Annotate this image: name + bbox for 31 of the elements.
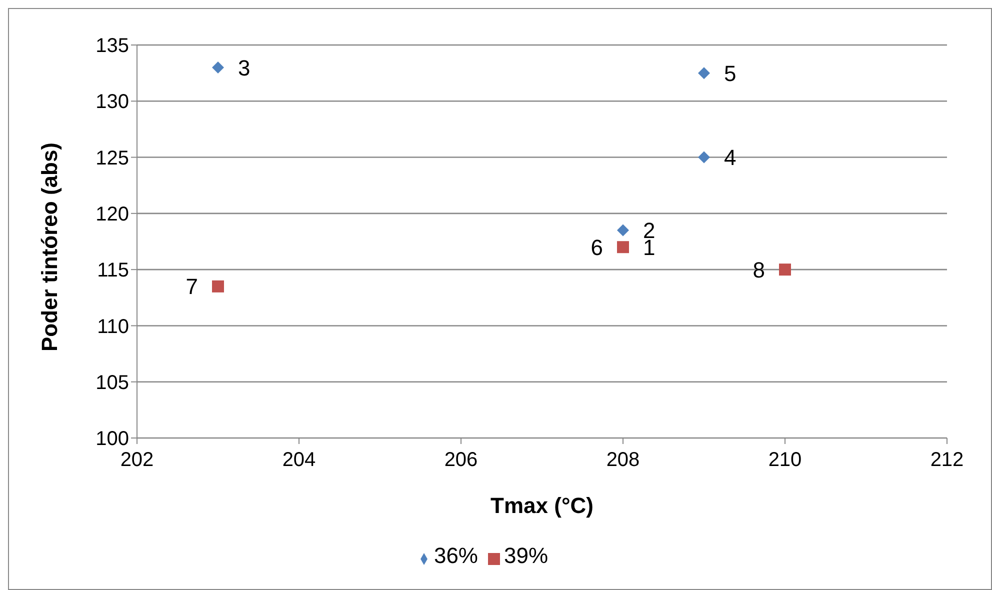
point — [698, 67, 710, 80]
annotation: 6 — [590, 234, 603, 260]
point — [212, 280, 224, 292]
x-tick-label: 206 — [444, 449, 478, 472]
y-tick-label: 115 — [97, 260, 129, 282]
y-tick-label: 100 — [96, 428, 129, 450]
y-tick-label: 120 — [96, 204, 129, 226]
legend-label: 36% — [434, 543, 478, 568]
annotation: 5 — [724, 60, 736, 86]
annotation: 3 — [238, 55, 250, 80]
point — [698, 151, 710, 164]
annotation: 8 — [752, 257, 765, 282]
point — [212, 61, 224, 74]
x-tick-label: 208 — [606, 449, 640, 472]
annotation: 4 — [724, 145, 736, 170]
x-tick-label: 202 — [120, 449, 154, 472]
y-tick-label: 130 — [96, 91, 129, 114]
y-tick-label: 125 — [96, 147, 129, 170]
y-axis-title: Poder tintóreo (abs) — [36, 142, 62, 352]
x-tick-label: 212 — [930, 449, 964, 472]
x-tick-label: 204 — [282, 449, 316, 472]
y-tick-label: 110 — [97, 316, 129, 338]
annotation: 7 — [186, 274, 198, 300]
x-axis-title: Tmax (°C) — [490, 493, 594, 518]
point — [779, 264, 791, 276]
y-tick-label: 105 — [96, 372, 129, 394]
y-tick-label: 135 — [96, 35, 129, 58]
point — [617, 224, 629, 236]
point — [617, 241, 629, 254]
legend-label: 39% — [504, 543, 548, 568]
x-tick-label: 210 — [768, 449, 802, 472]
